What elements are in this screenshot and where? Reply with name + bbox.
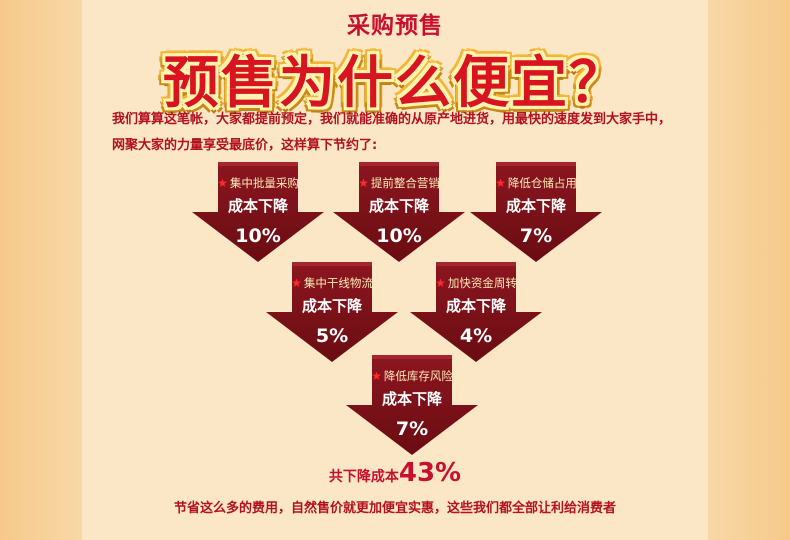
arrow-percent: 10% — [333, 225, 465, 247]
star-icon: ★ — [435, 276, 446, 290]
arrow-label: 提前整合营销 — [371, 176, 440, 190]
arrow-label: 降低库存风险 — [384, 369, 453, 383]
arrow-label: 降低仓储占用 — [508, 176, 577, 190]
arrow-action: 成本下降 — [266, 295, 398, 316]
total-value: 43% — [399, 458, 461, 488]
arrow-action: 成本下降 — [470, 195, 602, 216]
total-label: 共下降成本 — [329, 469, 399, 485]
arrow-percent: 7% — [470, 225, 602, 247]
star-icon: ★ — [291, 276, 302, 290]
savings-arrow-bulk-purchase: ★ 集中批量采购 成本下降 10% — [192, 162, 324, 262]
savings-arrow-storage: ★ 降低仓储占用 成本下降 7% — [470, 162, 602, 262]
footer-text: 节省这么多的费用，自然售价就更加便宜实惠，这些我们都全部让利给消费者 — [0, 497, 790, 516]
total-savings: 共下降成本43% — [0, 458, 790, 488]
savings-arrow-logistics: ★ 集中干线物流 成本下降 5% — [266, 262, 398, 362]
intro-line-2: 网聚大家的力量享受最底价，这样算下节约了: — [112, 133, 692, 159]
savings-arrow-early-marketing: ★ 提前整合营销 成本下降 10% — [333, 162, 465, 262]
star-icon: ★ — [495, 176, 506, 190]
star-icon: ★ — [217, 176, 228, 190]
arrow-action: 成本下降 — [192, 195, 324, 216]
arrow-label: 集中干线物流 — [304, 276, 373, 290]
page-subtitle: 采购预售 — [0, 6, 790, 40]
arrow-action: 成本下降 — [333, 195, 465, 216]
arrow-label: 集中批量采购 — [230, 176, 299, 190]
arrow-percent: 10% — [192, 225, 324, 247]
arrow-percent: 4% — [410, 325, 542, 347]
intro-text: 我们算算这笔帐，大家都提前预定，我们就能准确的从原产地进货，用最快的速度发到大家… — [112, 107, 692, 159]
arrow-label: 加快资金周转 — [448, 276, 517, 290]
arrow-action: 成本下降 — [410, 295, 542, 316]
arrow-percent: 7% — [346, 418, 478, 440]
savings-arrow-capital-turnover: ★ 加快资金周转 成本下降 4% — [410, 262, 542, 362]
arrow-percent: 5% — [266, 325, 398, 347]
star-icon: ★ — [358, 176, 369, 190]
star-icon: ★ — [371, 369, 382, 383]
intro-line-1: 我们算算这笔帐，大家都提前预定，我们就能准确的从原产地进货，用最快的速度发到大家… — [112, 107, 692, 133]
savings-arrow-inventory-risk: ★ 降低库存风险 成本下降 7% — [346, 355, 478, 455]
arrow-action: 成本下降 — [346, 388, 478, 409]
